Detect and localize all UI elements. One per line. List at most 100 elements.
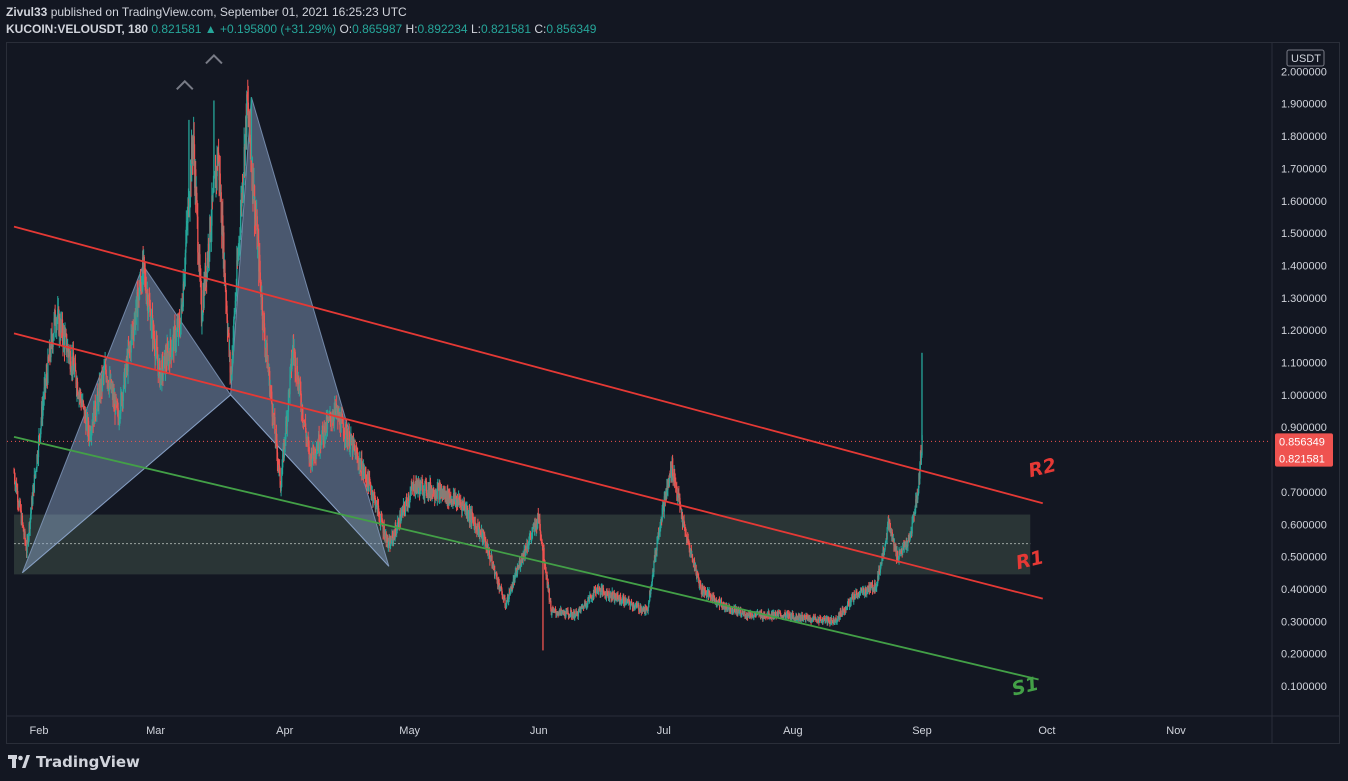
candle[interactable]	[835, 617, 837, 622]
candle[interactable]	[647, 607, 649, 612]
candle[interactable]	[266, 343, 268, 368]
candle[interactable]	[416, 478, 418, 486]
candle[interactable]	[96, 391, 99, 402]
candle[interactable]	[30, 508, 32, 514]
candle[interactable]	[630, 600, 633, 603]
candle[interactable]	[491, 556, 493, 567]
candle[interactable]	[32, 491, 34, 505]
candle[interactable]	[74, 362, 77, 372]
candle[interactable]	[321, 434, 323, 445]
candle[interactable]	[365, 474, 367, 482]
candle[interactable]	[583, 605, 585, 609]
candle[interactable]	[474, 522, 476, 530]
candle[interactable]	[271, 403, 273, 417]
candle[interactable]	[510, 586, 512, 594]
candle[interactable]	[548, 589, 550, 600]
candle[interactable]	[389, 539, 392, 549]
candle[interactable]	[820, 620, 823, 622]
candle[interactable]	[29, 518, 31, 529]
candle[interactable]	[907, 541, 909, 547]
candle[interactable]	[425, 480, 428, 494]
candle[interactable]	[638, 604, 640, 611]
candle[interactable]	[887, 523, 889, 528]
candle[interactable]	[252, 163, 254, 198]
candle[interactable]	[161, 358, 163, 383]
candle[interactable]	[302, 418, 304, 421]
candle[interactable]	[834, 619, 836, 624]
candle[interactable]	[231, 352, 233, 371]
candle[interactable]	[384, 534, 386, 539]
candle[interactable]	[722, 603, 724, 609]
candle[interactable]	[360, 465, 362, 470]
candle[interactable]	[710, 594, 712, 598]
candle[interactable]	[259, 272, 261, 280]
candle[interactable]	[546, 575, 548, 585]
candle[interactable]	[315, 450, 318, 457]
candle[interactable]	[374, 497, 377, 509]
candle[interactable]	[420, 482, 422, 491]
support-zone[interactable]	[14, 514, 1031, 575]
candle[interactable]	[677, 494, 679, 498]
candle[interactable]	[218, 152, 220, 156]
candle[interactable]	[298, 379, 300, 389]
candle[interactable]	[567, 610, 569, 614]
trendline-s1[interactable]	[13, 436, 1039, 681]
author-name[interactable]: Zivul33	[6, 5, 48, 19]
candle[interactable]	[138, 290, 141, 300]
candle[interactable]	[550, 600, 552, 610]
candle[interactable]	[17, 490, 19, 503]
candle[interactable]	[185, 242, 187, 253]
candle[interactable]	[445, 491, 447, 502]
candle[interactable]	[296, 366, 298, 382]
candle[interactable]	[209, 217, 211, 239]
candle[interactable]	[861, 588, 863, 591]
candle[interactable]	[175, 330, 178, 342]
candle[interactable]	[785, 615, 787, 620]
candle[interactable]	[449, 494, 451, 500]
candle[interactable]	[340, 416, 342, 433]
candle[interactable]	[884, 544, 886, 550]
candle[interactable]	[211, 195, 213, 226]
candle[interactable]	[361, 458, 363, 477]
candle[interactable]	[811, 621, 813, 623]
candle[interactable]	[733, 611, 735, 613]
candle[interactable]	[612, 591, 614, 598]
candle[interactable]	[103, 369, 105, 376]
candle[interactable]	[825, 621, 827, 623]
candle[interactable]	[208, 243, 210, 257]
candle[interactable]	[590, 596, 592, 599]
candle[interactable]	[64, 334, 66, 350]
candle[interactable]	[286, 412, 289, 427]
candle[interactable]	[810, 618, 812, 622]
candle[interactable]	[383, 525, 385, 538]
candle[interactable]	[593, 588, 595, 598]
candle[interactable]	[475, 524, 477, 528]
candle[interactable]	[157, 358, 159, 364]
candle[interactable]	[115, 396, 117, 404]
candle[interactable]	[831, 618, 833, 621]
candle[interactable]	[182, 283, 184, 307]
candle[interactable]	[775, 611, 777, 616]
candle[interactable]	[879, 567, 882, 573]
candle[interactable]	[50, 336, 52, 358]
candle[interactable]	[223, 232, 225, 273]
candle[interactable]	[917, 495, 919, 500]
candle[interactable]	[847, 602, 849, 607]
candle[interactable]	[199, 254, 201, 274]
candle[interactable]	[885, 538, 887, 543]
candle[interactable]	[911, 522, 913, 534]
candle[interactable]	[62, 330, 65, 346]
candle[interactable]	[246, 94, 248, 137]
candle[interactable]	[438, 486, 441, 500]
candle[interactable]	[391, 533, 393, 543]
candle[interactable]	[308, 446, 310, 460]
candle[interactable]	[567, 613, 570, 617]
candle[interactable]	[663, 496, 665, 512]
candle[interactable]	[212, 191, 214, 201]
candle[interactable]	[506, 602, 508, 607]
candle[interactable]	[82, 400, 84, 405]
candle[interactable]	[162, 368, 165, 374]
candle[interactable]	[400, 520, 402, 524]
candle[interactable]	[197, 216, 199, 253]
candle[interactable]	[656, 541, 658, 551]
